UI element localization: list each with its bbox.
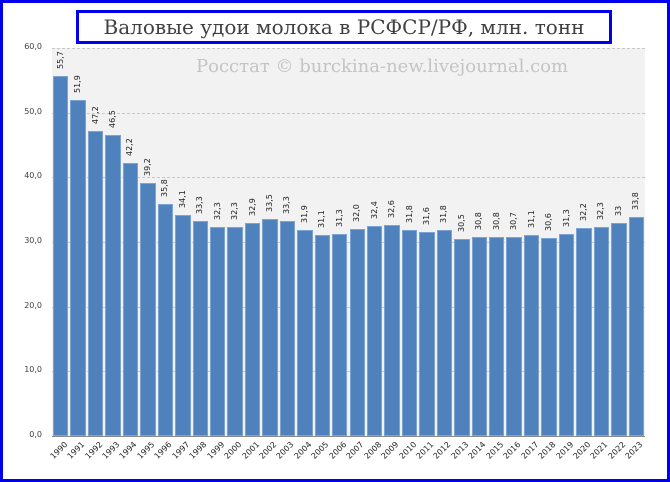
data-label: 32,3 (230, 202, 240, 221)
title-box: Валовые удои молока в РСФСР/РФ, млн. тон… (76, 10, 612, 44)
data-label: 31,1 (526, 210, 536, 228)
bar-2001 (244, 223, 261, 436)
gridline (52, 177, 645, 179)
y-tick-label: 0,0 (29, 430, 42, 439)
bar-1991 (70, 100, 86, 436)
data-label: 39,2 (142, 157, 152, 176)
bar-1992 (87, 130, 104, 436)
bar-1993 (105, 135, 121, 436)
data-label: 33 (613, 205, 623, 216)
data-label: 31,9 (299, 204, 309, 223)
bar-2014 (471, 236, 488, 436)
y-tick-label: 30,0 (24, 236, 42, 245)
data-label: 33,3 (195, 195, 205, 214)
bar-2022 (611, 222, 627, 436)
data-label: 30,5 (456, 213, 466, 232)
data-label: 34,1 (177, 190, 187, 209)
bar-2012 (436, 230, 453, 436)
bar-2023 (628, 217, 644, 436)
data-label: 32,3 (596, 202, 606, 221)
gridline (52, 112, 645, 114)
bar-2016 (506, 237, 522, 436)
chart-title: Валовые удои молока в РСФСР/РФ, млн. тон… (103, 15, 585, 39)
data-label: 32,0 (352, 204, 362, 223)
data-label: 31,3 (334, 208, 344, 227)
data-label: 31,1 (317, 210, 327, 228)
y-tick-label: 20,0 (24, 300, 42, 310)
bar-2015 (489, 236, 505, 436)
data-label: 31,8 (404, 205, 414, 224)
y-tick-label: 10,0 (24, 365, 42, 375)
bar-2005 (314, 234, 331, 436)
bar-2010 (401, 230, 418, 436)
data-label: 30,8 (474, 212, 484, 230)
bar-2013 (454, 238, 470, 436)
data-label: 30,8 (491, 212, 501, 230)
gridline (52, 242, 645, 243)
bar-2011 (419, 231, 435, 436)
bar-2020 (576, 227, 592, 436)
data-label: 33,3 (282, 195, 292, 214)
data-label: 46,5 (108, 110, 118, 129)
data-label: 33,5 (265, 194, 274, 213)
bar-1990 (53, 75, 69, 436)
bar-2000 (227, 227, 243, 436)
bar-1999 (209, 227, 226, 436)
gridline (52, 306, 645, 308)
data-label: 55,7 (55, 50, 65, 69)
data-label: 42,2 (125, 138, 135, 157)
bar-2019 (558, 233, 575, 436)
bar-2008 (366, 226, 383, 436)
data-label: 31,6 (421, 206, 431, 225)
bar-1998 (192, 220, 208, 436)
data-label: 30,7 (509, 212, 519, 231)
gridline (52, 48, 645, 49)
data-label: 30,6 (544, 213, 554, 232)
data-label: 47,2 (90, 105, 100, 124)
bar-2003 (279, 220, 296, 436)
bar-2009 (384, 225, 400, 436)
data-label: 32,3 (212, 202, 222, 221)
bar-2017 (523, 234, 540, 436)
gridline (52, 371, 645, 373)
bar-2007 (349, 229, 365, 436)
data-label: 35,8 (160, 179, 170, 198)
y-tick-label: 40,0 (24, 171, 42, 181)
x-axis-line (52, 436, 645, 437)
bar-2018 (541, 238, 557, 436)
y-tick-label: 60,0 (24, 42, 42, 51)
y-tick-label: 50,0 (24, 106, 42, 116)
bar-1995 (140, 182, 156, 436)
data-label: 51,9 (73, 75, 83, 94)
data-label: 32,6 (387, 200, 397, 219)
bar-1994 (122, 163, 139, 436)
bar-2002 (262, 219, 278, 436)
bar-2004 (297, 229, 313, 436)
data-label: 31,3 (561, 208, 571, 227)
bar-1996 (157, 204, 174, 436)
bar-2006 (332, 233, 348, 436)
watermark: Росстат © burckina-new.livejournal.com (196, 56, 569, 77)
data-label: 33,8 (631, 192, 641, 211)
data-label: 31,8 (439, 205, 449, 224)
bar-2021 (593, 227, 610, 436)
data-label: 32,9 (247, 198, 257, 217)
data-label: 32,2 (578, 202, 588, 221)
data-label: 32,4 (369, 201, 379, 220)
bar-1997 (175, 215, 191, 436)
